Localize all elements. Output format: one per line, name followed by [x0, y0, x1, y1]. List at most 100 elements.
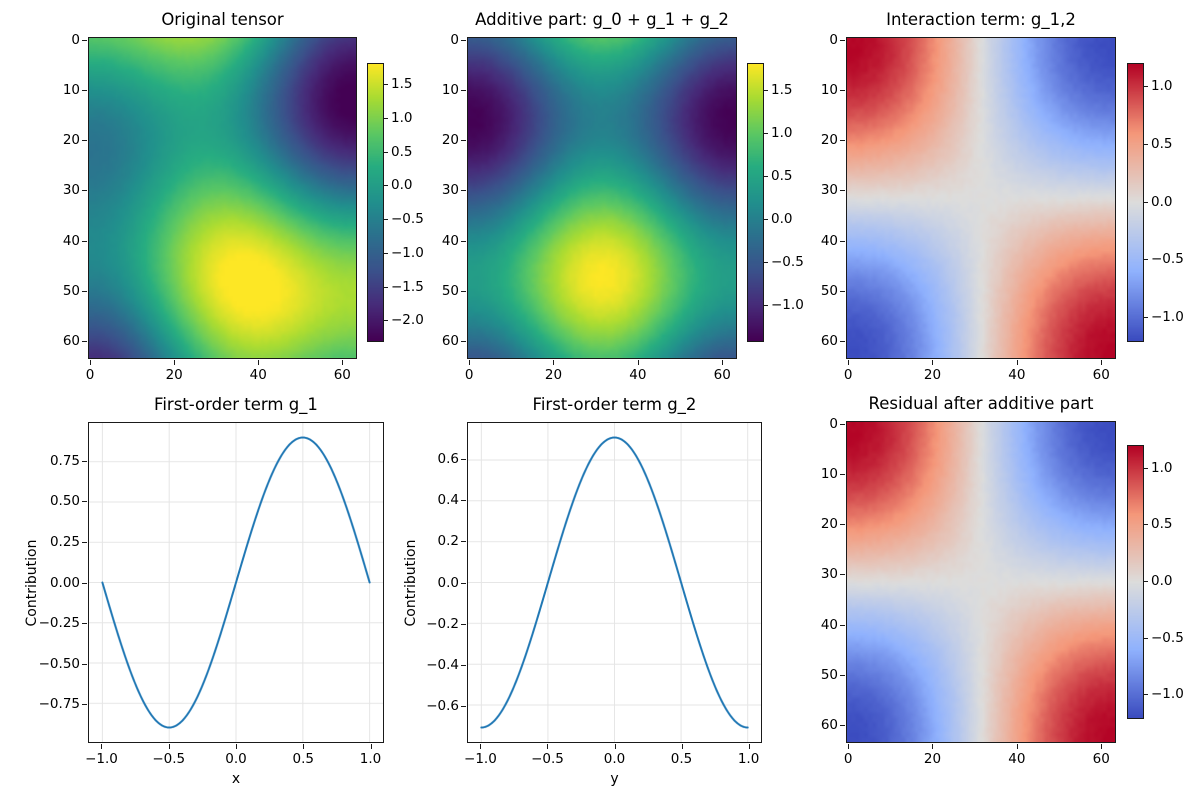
y-tick-label: 20 — [820, 516, 838, 533]
y-tick — [461, 459, 466, 461]
y-tick-label: 40 — [62, 232, 80, 249]
x-tick — [848, 744, 850, 749]
y-tick — [82, 582, 87, 584]
y-tick — [461, 190, 466, 192]
colorbar-tick — [384, 151, 388, 153]
x-tick — [1101, 360, 1103, 365]
x-tick — [174, 360, 176, 365]
x-tick — [1101, 744, 1103, 749]
original-tensor-colorbar — [367, 63, 384, 342]
x-tick-label: 0 — [464, 367, 474, 383]
x-tick-label: 40 — [249, 367, 267, 383]
colorbar-tick — [1144, 524, 1148, 526]
y-tick-label: 40 — [441, 232, 459, 249]
y-tick-label: 60 — [820, 333, 838, 350]
x-tick — [681, 744, 683, 749]
x-tick-label: 0.0 — [225, 751, 247, 767]
x-tick — [1016, 360, 1018, 365]
colorbar-tick — [764, 132, 768, 134]
y-tick — [461, 341, 466, 343]
y-tick-label: 0.4 — [437, 492, 459, 509]
heatmap-additive-part — [467, 37, 737, 359]
y-tick-label: 0.00 — [49, 574, 80, 591]
first-order-term-g1-line-canvas — [89, 423, 383, 742]
x-tick — [236, 744, 237, 749]
colorbar-tick — [1144, 581, 1148, 582]
y-tick — [840, 473, 845, 475]
y-tick — [461, 500, 466, 502]
y-tick — [82, 190, 87, 192]
first-order-term-g2-line-canvas — [468, 423, 761, 742]
panel-title-first-order-g1: First-order term g_1 — [154, 395, 318, 414]
y-tick-label: −0.6 — [426, 697, 459, 714]
x-tick-label: 40 — [1008, 367, 1026, 383]
x-tick — [932, 360, 934, 365]
x-axis-label-g1: x — [231, 771, 241, 787]
y-tick-label: 50 — [820, 667, 838, 684]
y-tick — [461, 705, 466, 707]
interaction-term-colorbar — [1127, 63, 1144, 342]
y-tick — [840, 423, 845, 425]
y-tick-label: 50 — [820, 283, 838, 300]
panel-title-additive-part: Additive part: g_0 + g_1 + g_2 — [475, 10, 729, 29]
y-tick — [840, 291, 845, 293]
colorbar-tick — [1144, 316, 1148, 318]
y-tick — [840, 39, 845, 41]
additive-part-image — [468, 38, 736, 358]
colorbar-tick-label: 0.0 — [391, 177, 413, 194]
y-tick — [461, 140, 466, 142]
colorbar-tick-label: 0.0 — [1151, 193, 1173, 210]
x-tick — [547, 744, 549, 749]
y-tick-label: −0.4 — [426, 656, 459, 673]
y-tick — [840, 140, 845, 142]
x-tick-label: 20 — [165, 367, 183, 383]
y-tick — [461, 541, 466, 543]
y-tick — [82, 240, 87, 242]
colorbar-tick — [1144, 467, 1148, 469]
y-tick — [82, 89, 87, 91]
y-tick — [82, 140, 87, 142]
residual-after-additive-image — [847, 422, 1115, 742]
heatmap-interaction-term — [846, 37, 1116, 359]
x-tick-label: 0.5 — [670, 751, 693, 767]
y-tick — [840, 190, 845, 192]
y-tick — [840, 574, 845, 576]
colorbar-tick — [384, 185, 388, 187]
y-tick-label: 0 — [829, 31, 838, 48]
y-tick — [840, 675, 845, 677]
y-tick-label: 30 — [820, 182, 838, 199]
line-plot-g1 — [88, 422, 384, 743]
x-tick-label: 60 — [1092, 367, 1110, 383]
y-tick — [840, 341, 845, 343]
y-tick — [461, 89, 466, 91]
y-tick-label: 50 — [441, 283, 459, 300]
colorbar-tick-label: −1.0 — [391, 244, 424, 261]
residual-after-additive-colorbar — [1127, 445, 1144, 719]
colorbar-tick — [384, 219, 388, 221]
colorbar-tick — [384, 320, 388, 322]
x-tick-label: −1.0 — [464, 751, 497, 767]
y-tick-label: 0.25 — [49, 533, 80, 550]
colorbar-tick-label: −1.0 — [771, 296, 804, 313]
y-tick-label: 20 — [820, 132, 838, 149]
y-tick — [840, 89, 845, 91]
heatmap-residual — [846, 421, 1116, 743]
x-tick-label: −1.0 — [85, 751, 118, 767]
colorbar-tick — [764, 261, 768, 263]
colorbar-tick-label: −0.5 — [771, 253, 804, 270]
y-tick-label: 50 — [62, 283, 80, 300]
y-tick-label: 0.6 — [437, 451, 459, 468]
colorbar-tick-label: 1.5 — [391, 75, 413, 92]
y-tick — [461, 240, 466, 242]
panel-title-residual: Residual after additive part — [868, 394, 1094, 413]
colorbar-tick-label: 1.0 — [1151, 459, 1173, 476]
y-tick-label: −0.75 — [38, 696, 80, 713]
original-tensor-image — [89, 38, 356, 358]
y-tick-label: 10 — [820, 81, 838, 98]
x-tick-label: 0 — [85, 367, 95, 383]
x-tick-label: 1.0 — [737, 751, 760, 767]
x-tick-label: 40 — [629, 367, 647, 383]
interaction-term-colorbar-gradient — [1128, 64, 1143, 341]
y-tick-label: 0.0 — [437, 574, 459, 591]
